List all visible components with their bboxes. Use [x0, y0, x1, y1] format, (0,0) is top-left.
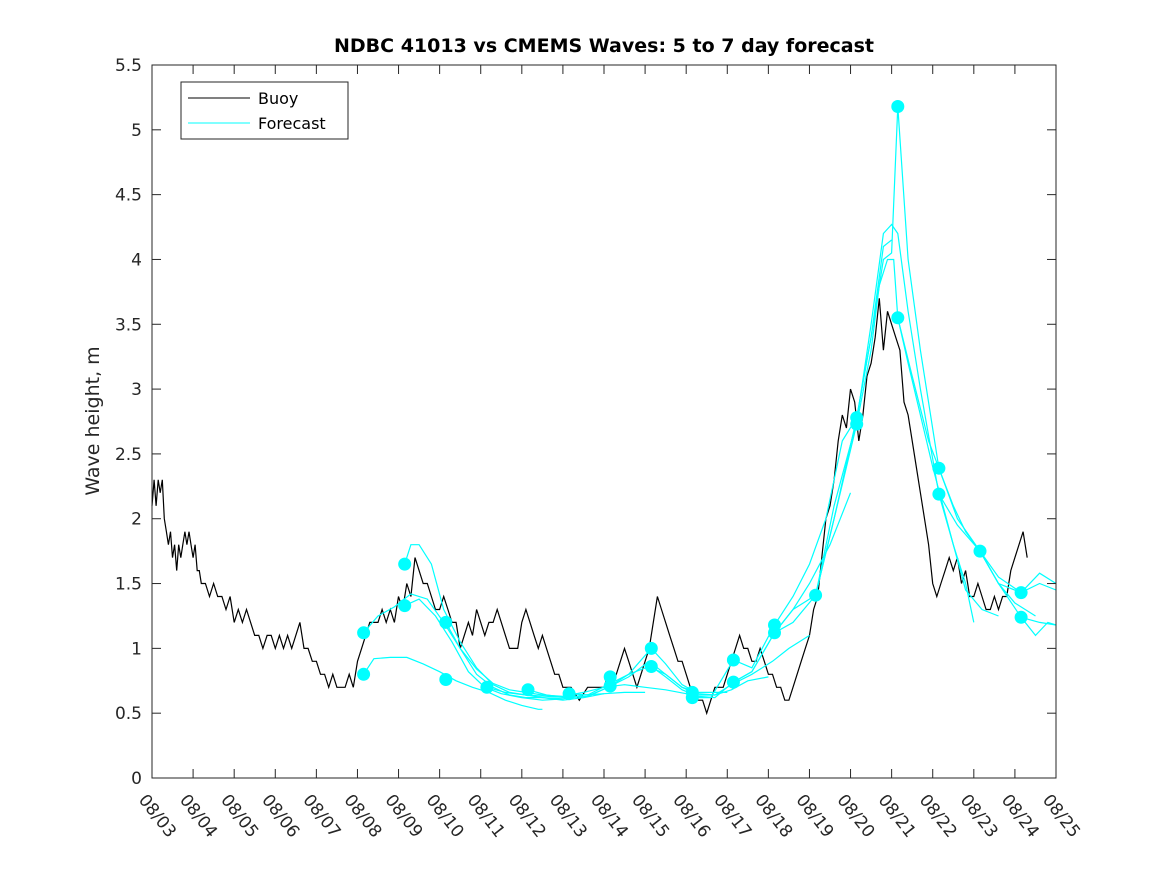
forecast-line-14 [897, 317, 1057, 594]
y-tick-label: 2 [131, 510, 142, 530]
forecast-marker-12 [644, 641, 658, 655]
forecast-marker-19 [768, 626, 781, 640]
forecast-marker-26 [932, 487, 946, 501]
forecast-marker-29 [1014, 610, 1028, 624]
forecast-line-17 [1020, 616, 1057, 637]
forecast-marker-5 [439, 615, 453, 629]
y-tick-label: 1.5 [115, 575, 142, 595]
forecast-line-1 [363, 656, 543, 710]
forecast-marker-28 [1014, 586, 1028, 600]
forecast-marker-27 [973, 544, 987, 558]
y-tick-label: 3 [131, 380, 142, 400]
forecast-marker-10 [603, 670, 617, 684]
y-tick-label: 4.5 [115, 186, 142, 206]
forecast-marker-16 [726, 653, 740, 667]
y-tick-label: 5.5 [115, 56, 142, 76]
y-tick-label: 4 [131, 250, 142, 270]
forecast-marker-23 [891, 100, 905, 113]
forecast-marker-24 [891, 311, 905, 325]
forecast-marker-11 [603, 679, 617, 693]
legend-box [180, 81, 349, 140]
y-tick-label: 0 [131, 769, 142, 789]
forecast-marker-8 [521, 683, 535, 697]
y-axis-label: Wave height, m [82, 346, 104, 495]
forecast-marker-9 [562, 687, 576, 701]
y-tick-label: 0.5 [115, 704, 142, 724]
chart-title: NDBC 41013 vs CMEMS Waves: 5 to 7 day fo… [334, 35, 874, 57]
forecast-line-4 [404, 598, 646, 701]
legend: Buoy Forecast [180, 81, 349, 140]
series-layer [151, 100, 1057, 716]
forecast-marker-3 [398, 557, 412, 571]
plot-area [152, 65, 1056, 778]
buoy-series-line [151, 298, 1028, 716]
forecast-marker-4 [398, 599, 412, 613]
y-tick-label: 3.5 [115, 315, 142, 335]
forecast-marker-20 [809, 588, 823, 602]
legend-buoy-label: Buoy [258, 89, 298, 108]
forecast-marker-7 [480, 680, 494, 694]
forecast-marker-25 [932, 461, 946, 475]
forecast-line-12 [774, 223, 999, 634]
forecast-marker-22 [850, 417, 864, 431]
y-tick-label: 5 [131, 121, 142, 141]
y-tick-label: 1 [131, 639, 142, 659]
forecast-marker-1 [357, 626, 371, 640]
forecast-marker-13 [644, 660, 658, 673]
forecast-marker-2 [357, 667, 371, 681]
legend-forecast-label: Forecast [258, 114, 326, 133]
forecast-marker-17 [726, 675, 740, 689]
y-tick-label: 2.5 [115, 445, 142, 465]
forecast-marker-6 [439, 673, 453, 686]
forecast-marker-15 [685, 691, 699, 705]
